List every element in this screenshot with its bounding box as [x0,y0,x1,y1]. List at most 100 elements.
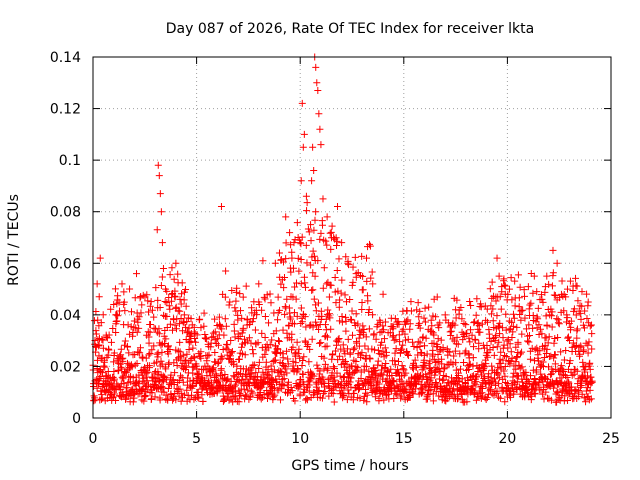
data-point [491,378,499,386]
data-point [119,357,127,365]
data-point [496,330,504,338]
data-point [441,311,449,319]
data-point [232,388,240,396]
data-point [92,308,100,315]
data-point [462,321,470,329]
data-point [211,328,219,336]
data-point [123,359,131,367]
data-point [176,348,184,356]
data-point [481,363,489,371]
data-point [434,350,442,358]
data-point [577,315,585,323]
data-point [321,387,329,395]
data-point [357,375,365,383]
data-point [399,307,407,315]
data-point [156,377,164,385]
data-point [399,365,407,373]
data-point [308,177,316,185]
data-point [420,314,428,322]
data-point [578,288,586,296]
data-point [112,311,120,319]
data-point [380,326,388,334]
data-point [286,229,294,237]
data-point [390,336,398,344]
data-point [337,289,345,297]
data-point [157,341,165,349]
data-point [120,298,128,306]
data-point [165,302,173,310]
data-point [548,323,556,331]
data-point [221,370,229,378]
data-point [570,305,578,313]
data-point [362,333,370,341]
data-point [265,319,273,327]
data-point [404,335,412,343]
data-point [560,367,568,375]
data-point [504,336,512,344]
data-point [319,195,327,203]
data-point [117,345,125,353]
data-point [529,289,537,297]
data-point [154,161,162,169]
data-point [191,354,199,362]
data-point [188,391,196,399]
data-point [478,371,486,379]
data-point [428,327,436,335]
data-point [293,219,301,227]
data-point [93,356,101,364]
data-point [124,343,132,351]
data-point [521,292,529,300]
data-point [416,339,424,347]
data-point [356,394,364,402]
data-point [560,356,568,364]
data-point [505,326,513,334]
data-point [475,322,483,330]
data-point [245,334,253,342]
data-point [436,347,444,355]
data-point [310,295,318,303]
data-point [282,213,290,221]
data-point [155,330,163,338]
data-point [320,264,328,272]
data-point [384,366,392,374]
data-point [478,384,486,392]
data-point [314,87,322,95]
data-point [532,318,540,326]
data-point [538,373,546,381]
data-point [164,384,172,392]
data-point [104,351,112,359]
data-point [163,323,171,331]
data-point [340,391,348,399]
data-point [209,384,217,392]
data-point [532,384,540,392]
data-point [165,294,173,302]
data-point [338,378,346,386]
data-point [288,387,296,395]
data-point [478,320,486,328]
data-point [193,331,201,339]
data-point [172,396,180,404]
data-point [108,394,116,402]
data-point [236,332,244,340]
data-point [295,345,303,353]
data-point [463,329,471,337]
data-point [458,375,466,383]
data-point [323,342,331,350]
data-point [586,359,594,367]
data-point [241,351,249,359]
data-point [522,368,530,376]
data-point [463,398,471,406]
data-point [274,316,282,324]
data-point [318,394,326,402]
data-point [328,222,336,230]
data-point [227,336,235,344]
data-point [489,343,497,351]
data-point [107,338,115,346]
data-point [501,290,509,298]
data-point [382,359,390,367]
data-point [531,390,539,398]
data-point [300,353,308,361]
data-point [315,386,323,394]
data-point [258,329,266,337]
data-point [555,320,563,328]
